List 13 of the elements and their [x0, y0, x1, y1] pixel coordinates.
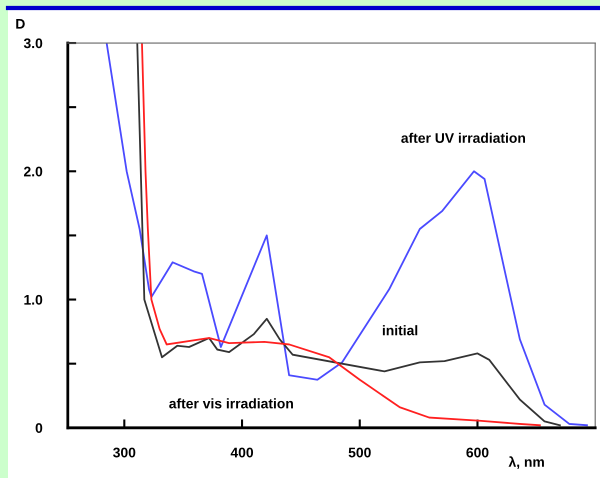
x-axis-title: λ, nm	[508, 456, 544, 469]
y-tick-label: 0	[36, 423, 42, 433]
annotation: initial	[382, 325, 418, 336]
annotation: after vis irradiation	[169, 398, 293, 408]
x-tick-label: 500	[348, 448, 371, 458]
x-tick-label: 300	[113, 448, 136, 458]
y-tick-label: 3.0	[24, 38, 42, 48]
x-tick-label: 400	[230, 448, 254, 458]
annotation: after UV irradiation	[401, 132, 526, 143]
x-tick-label: 600	[466, 448, 488, 458]
y-tick-label: 2.0	[24, 166, 42, 176]
y-tick-label: 1.0	[24, 294, 42, 305]
y-axis-title: D	[16, 19, 25, 29]
